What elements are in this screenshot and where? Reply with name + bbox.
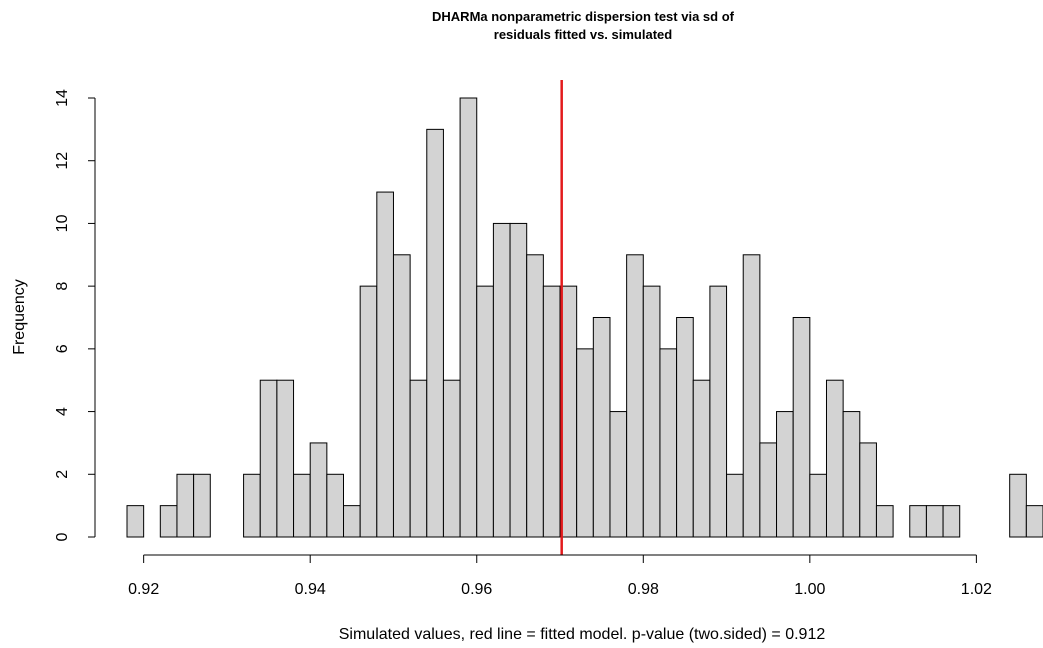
histogram-bar <box>842 411 861 538</box>
x-tick-label: 0.92 <box>128 581 159 598</box>
histogram-bar <box>176 473 195 538</box>
histogram-bar <box>1025 505 1043 538</box>
histogram-bar <box>392 254 411 538</box>
histogram-bar <box>626 254 644 538</box>
histogram-bar <box>576 348 594 538</box>
histogram-bar <box>609 411 628 538</box>
histogram-bar <box>676 317 694 538</box>
histogram-bar <box>776 411 794 538</box>
histogram-bar <box>642 285 661 538</box>
y-tick-label: 12 <box>54 152 71 170</box>
histogram-bar <box>542 285 561 538</box>
histogram-bar <box>726 473 744 538</box>
histogram-bar <box>442 379 461 538</box>
chart-title-line-1: DHARMa nonparametric dispersion test via… <box>432 9 735 24</box>
histogram-bars <box>126 97 1043 538</box>
chart-title-line-2: residuals fitted vs. simulated <box>494 27 673 42</box>
histogram-bar <box>759 442 778 538</box>
histogram-bar <box>193 473 211 538</box>
histogram-bar <box>742 254 761 538</box>
histogram-bar <box>1009 473 1027 538</box>
histogram-bar <box>376 191 394 538</box>
x-tick-label: 0.94 <box>295 581 326 598</box>
x-axis: 0.92 0.94 0.96 0.98 1.00 1.02 <box>128 554 992 598</box>
histogram-bar <box>326 473 345 538</box>
histogram-bar <box>476 285 494 538</box>
y-axis-label: Frequency <box>11 279 28 355</box>
y-tick-label: 14 <box>54 89 71 107</box>
histogram-bar <box>276 379 295 538</box>
histogram-bar <box>293 473 311 538</box>
histogram-bar <box>942 505 961 538</box>
histogram-bar <box>526 254 544 538</box>
histogram-bar <box>792 317 811 538</box>
histogram-bar <box>159 505 178 538</box>
y-axis: 0 2 4 6 8 10 12 14 <box>54 89 96 541</box>
histogram-bar <box>126 505 145 538</box>
y-tick-label: 10 <box>54 214 71 232</box>
histogram-bar <box>825 379 844 538</box>
histogram-bar <box>309 442 328 538</box>
histogram-bar <box>925 505 944 538</box>
histogram-bar <box>409 379 428 538</box>
histogram-bar <box>592 317 611 538</box>
histogram-bar <box>509 222 528 538</box>
x-tick-label: 0.96 <box>461 581 492 598</box>
histogram-bar <box>909 505 927 538</box>
y-tick-label: 8 <box>54 282 71 291</box>
histogram-bar <box>426 128 444 538</box>
x-axis-label: Simulated values, red line = fitted mode… <box>339 626 826 643</box>
histogram-bar <box>809 473 827 538</box>
y-tick-label: 6 <box>54 344 71 353</box>
histogram-bar <box>459 97 478 538</box>
histogram-bar <box>875 505 894 538</box>
y-tick-label: 2 <box>54 470 71 479</box>
y-tick-label: 4 <box>54 407 71 416</box>
x-tick-label: 0.98 <box>628 581 659 598</box>
histogram-bar <box>259 379 278 538</box>
histogram-bar <box>659 348 678 538</box>
histogram-bar <box>709 285 728 538</box>
histogram-bar <box>692 379 711 538</box>
histogram-bar <box>343 505 361 538</box>
histogram-bar <box>243 473 261 538</box>
y-tick-label: 0 <box>54 532 71 541</box>
x-tick-label: 1.00 <box>794 581 825 598</box>
x-tick-label: 1.02 <box>961 581 992 598</box>
histogram-bar <box>359 285 378 538</box>
histogram-bar <box>859 442 877 538</box>
histogram-bar <box>492 222 511 538</box>
